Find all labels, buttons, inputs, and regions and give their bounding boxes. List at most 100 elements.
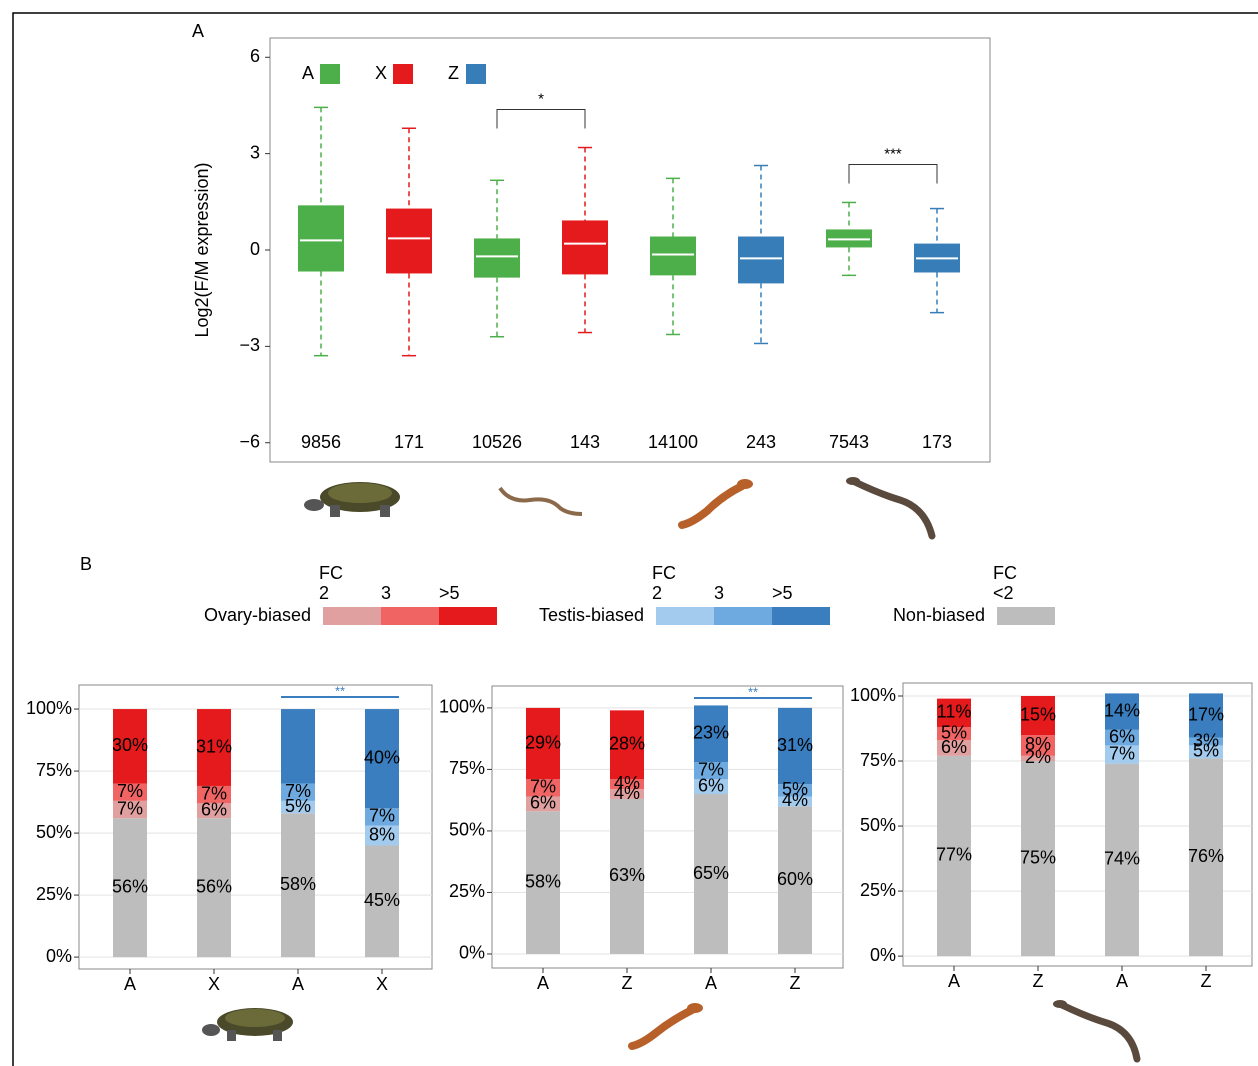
box <box>738 236 784 284</box>
data-label: 7% <box>117 798 143 818</box>
data-label: 29% <box>525 732 561 752</box>
x-tick-label: A <box>948 971 960 991</box>
legend-level: 2 <box>652 583 662 603</box>
box <box>562 220 608 275</box>
legend-swatch <box>320 64 340 84</box>
turtle-icon <box>304 482 400 517</box>
legend-label: Z <box>448 63 459 83</box>
bar-segment <box>197 818 231 958</box>
data-label: 4% <box>782 790 808 810</box>
data-label: 7% <box>369 806 395 826</box>
y-tick-label: 75% <box>36 760 72 780</box>
y-tick-label: 75% <box>860 750 896 770</box>
y-tick-label: 100% <box>26 698 72 718</box>
bar-segment <box>1105 745 1139 764</box>
data-label: 7% <box>285 781 311 801</box>
x-tick-label: X <box>376 974 388 994</box>
x-tick-label: Z <box>1033 971 1044 991</box>
data-label: 4% <box>614 783 640 803</box>
bar-segment <box>778 796 812 807</box>
data-label: 5% <box>1193 741 1219 761</box>
data-label: 40% <box>364 747 400 767</box>
x-tick-label: Z <box>622 973 633 993</box>
box <box>386 208 432 274</box>
y-tick-label: 3 <box>250 142 260 162</box>
bar-segment <box>113 709 147 784</box>
bar-segment <box>694 762 728 780</box>
bar-segment <box>526 811 560 954</box>
x-tick-label: Z <box>1201 971 1212 991</box>
panel-label: B <box>80 554 92 574</box>
bar-segment <box>778 784 812 797</box>
bar-segment <box>1021 755 1055 762</box>
count-label: 9856 <box>301 432 341 452</box>
data-label: 15% <box>1020 704 1056 724</box>
data-label: 5% <box>285 796 311 816</box>
figure-frame <box>12 12 1258 1066</box>
data-label: 6% <box>698 775 724 795</box>
data-label: 3% <box>1193 730 1219 750</box>
data-label: 5% <box>941 722 967 742</box>
bar-segment <box>281 813 315 958</box>
significance-label: *** <box>884 145 902 162</box>
data-label: 31% <box>196 736 232 756</box>
data-label: 11% <box>937 702 972 722</box>
data-label: 31% <box>777 735 813 755</box>
legend-level: >5 <box>439 583 460 603</box>
bar-segment <box>610 779 644 790</box>
data-label: 77% <box>936 845 972 865</box>
data-label: 8% <box>369 824 395 844</box>
bar-segment <box>113 818 147 958</box>
salamander-icon <box>628 1003 703 1050</box>
significance-bracket <box>848 163 938 184</box>
data-label: 6% <box>530 793 556 813</box>
x-tick-label: X <box>208 974 220 994</box>
legend-swatch <box>714 607 772 625</box>
bar-segment <box>113 783 147 801</box>
data-label: 6% <box>941 737 967 757</box>
bar-segment <box>526 796 560 812</box>
box <box>298 205 344 272</box>
bar-segment <box>610 789 644 799</box>
x-tick-label: A <box>537 973 549 993</box>
significance-label: * <box>538 91 544 108</box>
bar-segment <box>197 709 231 786</box>
bar-segment <box>778 806 812 954</box>
data-label: 45% <box>364 890 400 910</box>
bar-segment <box>694 705 728 763</box>
bar-segment <box>1105 763 1139 957</box>
bar-segment <box>694 779 728 795</box>
y-tick-label: 0% <box>459 943 485 963</box>
bar-segment <box>1105 729 1139 746</box>
legend-title: Non-biased <box>893 605 985 625</box>
legend-header: FC <box>993 563 1017 583</box>
bar-segment <box>1021 761 1055 957</box>
bar-segment <box>197 803 231 819</box>
y-axis-label: Log2(F/M expression) <box>192 162 212 337</box>
y-tick-label: 50% <box>449 820 485 840</box>
snake-icon <box>498 486 583 516</box>
bar-segment <box>610 710 644 780</box>
count-label: 7543 <box>829 432 869 452</box>
legend-title: Ovary-biased <box>204 605 311 625</box>
legend-swatch <box>323 607 381 625</box>
y-tick-label: 100% <box>850 685 896 705</box>
y-tick-label: 100% <box>439 697 485 717</box>
bar-segment <box>526 707 560 780</box>
bar-segment <box>1021 696 1055 736</box>
significance-label: ** <box>335 683 345 698</box>
y-tick-label: −6 <box>239 431 260 451</box>
bar-segment <box>365 825 399 846</box>
data-label: 7% <box>117 781 143 801</box>
y-tick-label: 25% <box>36 884 72 904</box>
bar-segment <box>937 755 971 957</box>
data-label: 56% <box>112 876 148 896</box>
salamander-icon <box>678 479 753 529</box>
legend-header: FC <box>319 563 343 583</box>
x-tick-label: Z <box>790 973 801 993</box>
y-tick-label: 0% <box>870 945 896 965</box>
bar-segment <box>937 740 971 756</box>
bar-segment <box>365 808 399 826</box>
legend-label: A <box>302 63 314 83</box>
significance-bracket <box>496 109 586 129</box>
